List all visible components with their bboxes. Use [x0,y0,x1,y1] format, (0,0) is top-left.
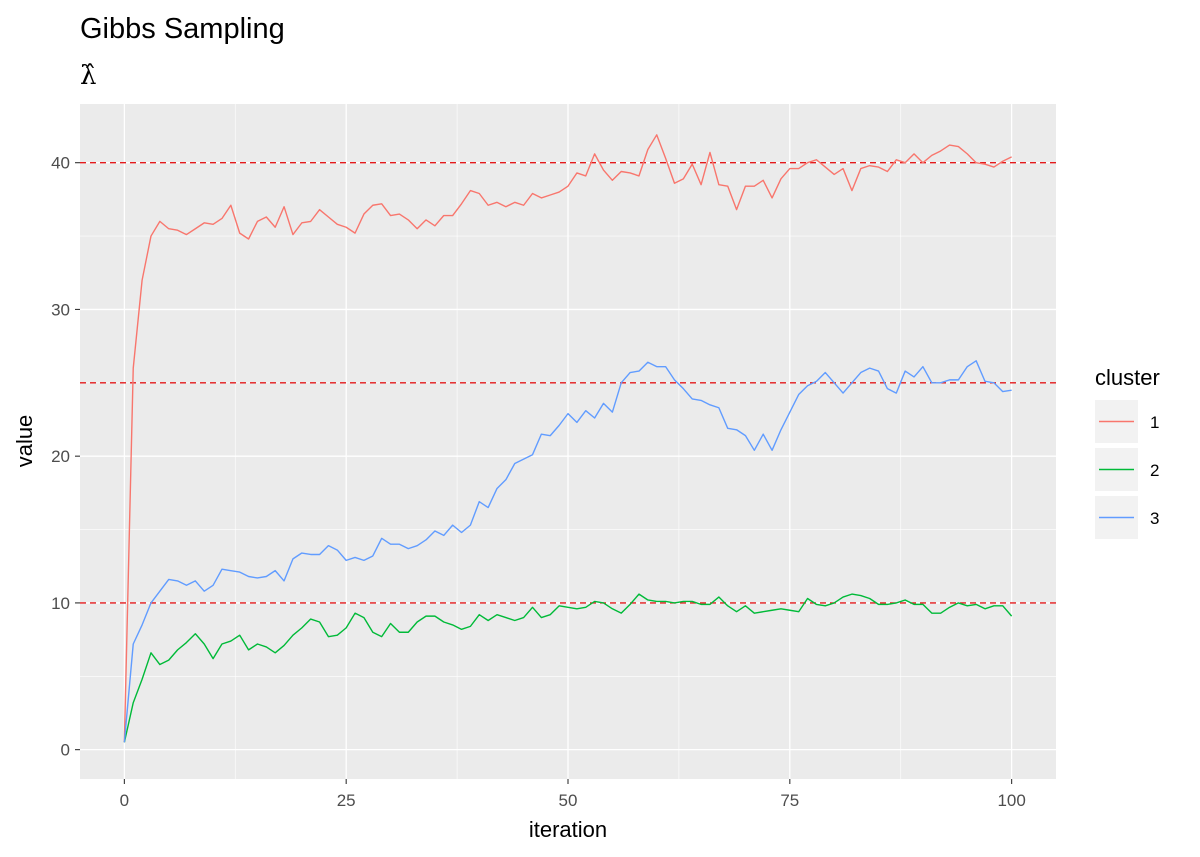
series-line-cluster-1 [123,134,1012,743]
x-tick-label: 75 [780,791,799,810]
series-line-cluster-2 [123,593,1013,743]
legend-label: 1 [1150,413,1159,432]
chart-subtitle: λ̂ [80,61,96,91]
legend-title: cluster [1095,365,1160,390]
y-tick-label: 10 [51,594,70,613]
series-lines [123,134,1013,743]
y-tick-label: 30 [51,300,70,319]
legend-items: 1 2 3 [1095,400,1159,539]
legend: cluster 1 2 3 [1095,365,1160,539]
x-tick-label: 0 [120,791,129,810]
y-tick-label: 20 [51,447,70,466]
legend-label: 2 [1150,461,1159,480]
x-tick-label: 100 [997,791,1025,810]
x-axis-ticks: 0 25 50 75 100 [120,779,1026,810]
x-tick-label: 25 [337,791,356,810]
y-axis-title: value [12,415,37,468]
y-axis-ticks: 0 10 20 30 40 [51,154,80,760]
y-tick-label: 0 [61,741,70,760]
chart-title: Gibbs Sampling [80,13,285,45]
series-line-cluster-3 [123,360,1012,743]
legend-label: 3 [1150,509,1159,528]
x-tick-label: 50 [559,791,578,810]
y-tick-label: 40 [51,154,70,173]
x-axis-title: iteration [529,817,607,842]
